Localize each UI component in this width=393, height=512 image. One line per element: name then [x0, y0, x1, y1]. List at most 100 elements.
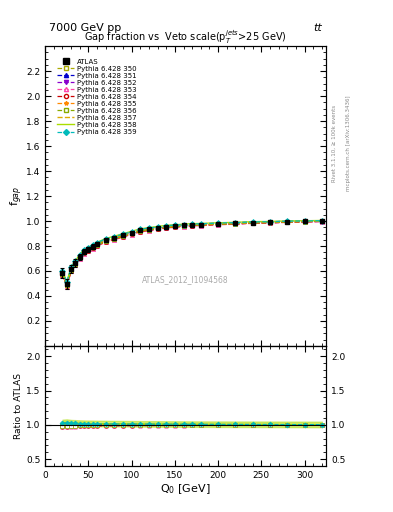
Text: mcplots.cern.ch [arXiv:1306.3436]: mcplots.cern.ch [arXiv:1306.3436] — [346, 96, 351, 191]
Pythia 6.428 358 — [198, 220, 203, 226]
Pythia 6.428 353 — [73, 262, 78, 268]
Pythia 6.428 358 — [90, 242, 95, 248]
Pythia 6.428 350 — [190, 222, 195, 228]
Pythia 6.428 357 — [320, 218, 324, 224]
Pythia 6.428 358 — [155, 223, 160, 229]
Pythia 6.428 351 — [86, 245, 91, 251]
Pythia 6.428 354 — [268, 220, 272, 226]
Pythia 6.428 353 — [60, 272, 65, 279]
Title: Gap fraction vs  Veto scale(p$_T^{jets}$>25 GeV): Gap fraction vs Veto scale(p$_T^{jets}$>… — [84, 28, 287, 46]
Pythia 6.428 351 — [129, 229, 134, 235]
Pythia 6.428 357 — [82, 248, 86, 254]
Pythia 6.428 359 — [73, 258, 78, 264]
Pythia 6.428 353 — [103, 239, 108, 245]
Pythia 6.428 353 — [268, 220, 272, 226]
Pythia 6.428 355 — [198, 222, 203, 228]
Pythia 6.428 357 — [77, 253, 82, 259]
Pythia 6.428 356 — [181, 223, 186, 229]
Pythia 6.428 354 — [86, 248, 91, 254]
Pythia 6.428 357 — [64, 281, 69, 287]
Pythia 6.428 356 — [121, 233, 125, 239]
Pythia 6.428 356 — [173, 223, 177, 229]
Pythia 6.428 355 — [60, 271, 65, 278]
Pythia 6.428 353 — [233, 221, 238, 227]
Pythia 6.428 352 — [95, 242, 99, 248]
Pythia 6.428 350 — [64, 282, 69, 288]
Pythia 6.428 351 — [82, 247, 86, 253]
Pythia 6.428 351 — [77, 252, 82, 259]
Pythia 6.428 355 — [164, 224, 169, 230]
Pythia 6.428 350 — [60, 270, 65, 276]
Pythia 6.428 353 — [250, 220, 255, 226]
Line: Pythia 6.428 351: Pythia 6.428 351 — [61, 219, 324, 285]
Pythia 6.428 356 — [250, 220, 255, 226]
Pythia 6.428 355 — [181, 223, 186, 229]
Pythia 6.428 357 — [86, 246, 91, 252]
Text: tt: tt — [314, 23, 322, 33]
Pythia 6.428 355 — [121, 233, 125, 240]
Pythia 6.428 355 — [233, 221, 238, 227]
Pythia 6.428 351 — [90, 243, 95, 249]
Pythia 6.428 356 — [302, 219, 307, 225]
Pythia 6.428 353 — [147, 228, 151, 234]
Pythia 6.428 350 — [285, 219, 290, 225]
Line: Pythia 6.428 350: Pythia 6.428 350 — [61, 219, 324, 287]
Pythia 6.428 358 — [112, 233, 117, 239]
Pythia 6.428 357 — [181, 222, 186, 228]
Pythia 6.428 355 — [103, 239, 108, 245]
Pythia 6.428 351 — [73, 259, 78, 265]
Pythia 6.428 357 — [138, 227, 143, 233]
Pythia 6.428 354 — [155, 226, 160, 232]
Pythia 6.428 356 — [64, 282, 69, 288]
Pythia 6.428 359 — [82, 247, 86, 253]
Pythia 6.428 357 — [190, 221, 195, 227]
Pythia 6.428 358 — [138, 226, 143, 232]
Pythia 6.428 359 — [250, 219, 255, 225]
Pythia 6.428 357 — [60, 269, 65, 275]
Pythia 6.428 357 — [103, 237, 108, 243]
Pythia 6.428 351 — [233, 220, 238, 226]
Pythia 6.428 358 — [64, 279, 69, 285]
Pythia 6.428 352 — [155, 226, 160, 232]
Pythia 6.428 355 — [69, 267, 73, 273]
Line: Pythia 6.428 353: Pythia 6.428 353 — [61, 220, 324, 289]
Pythia 6.428 359 — [173, 222, 177, 228]
Pythia 6.428 358 — [86, 244, 91, 250]
Pythia 6.428 350 — [147, 226, 151, 232]
Pythia 6.428 357 — [121, 232, 125, 238]
Pythia 6.428 354 — [95, 243, 99, 249]
Pythia 6.428 353 — [181, 224, 186, 230]
Pythia 6.428 357 — [268, 219, 272, 225]
Pythia 6.428 352 — [233, 221, 238, 227]
Pythia 6.428 353 — [82, 251, 86, 257]
Pythia 6.428 357 — [233, 220, 238, 226]
Pythia 6.428 353 — [121, 234, 125, 240]
Pythia 6.428 352 — [129, 231, 134, 237]
Pythia 6.428 359 — [121, 231, 125, 237]
Pythia 6.428 355 — [285, 219, 290, 225]
Pythia 6.428 358 — [147, 225, 151, 231]
Pythia 6.428 352 — [190, 222, 195, 228]
Pythia 6.428 352 — [181, 223, 186, 229]
Pythia 6.428 354 — [64, 283, 69, 289]
Pythia 6.428 353 — [198, 223, 203, 229]
Pythia 6.428 351 — [190, 221, 195, 227]
Pythia 6.428 352 — [147, 227, 151, 233]
Pythia 6.428 353 — [320, 219, 324, 225]
Pythia 6.428 358 — [302, 218, 307, 224]
Pythia 6.428 356 — [190, 222, 195, 228]
Pythia 6.428 350 — [268, 219, 272, 225]
Pythia 6.428 357 — [129, 229, 134, 236]
Pythia 6.428 358 — [216, 220, 220, 226]
Pythia 6.428 355 — [320, 218, 324, 224]
Pythia 6.428 357 — [164, 223, 169, 229]
Pythia 6.428 357 — [216, 221, 220, 227]
Pythia 6.428 357 — [198, 221, 203, 227]
Pythia 6.428 350 — [129, 230, 134, 237]
Line: Pythia 6.428 354: Pythia 6.428 354 — [61, 219, 324, 288]
Pythia 6.428 356 — [285, 219, 290, 225]
Pythia 6.428 356 — [268, 220, 272, 226]
Pythia 6.428 357 — [173, 223, 177, 229]
Pythia 6.428 350 — [69, 267, 73, 273]
Pythia 6.428 354 — [82, 250, 86, 257]
